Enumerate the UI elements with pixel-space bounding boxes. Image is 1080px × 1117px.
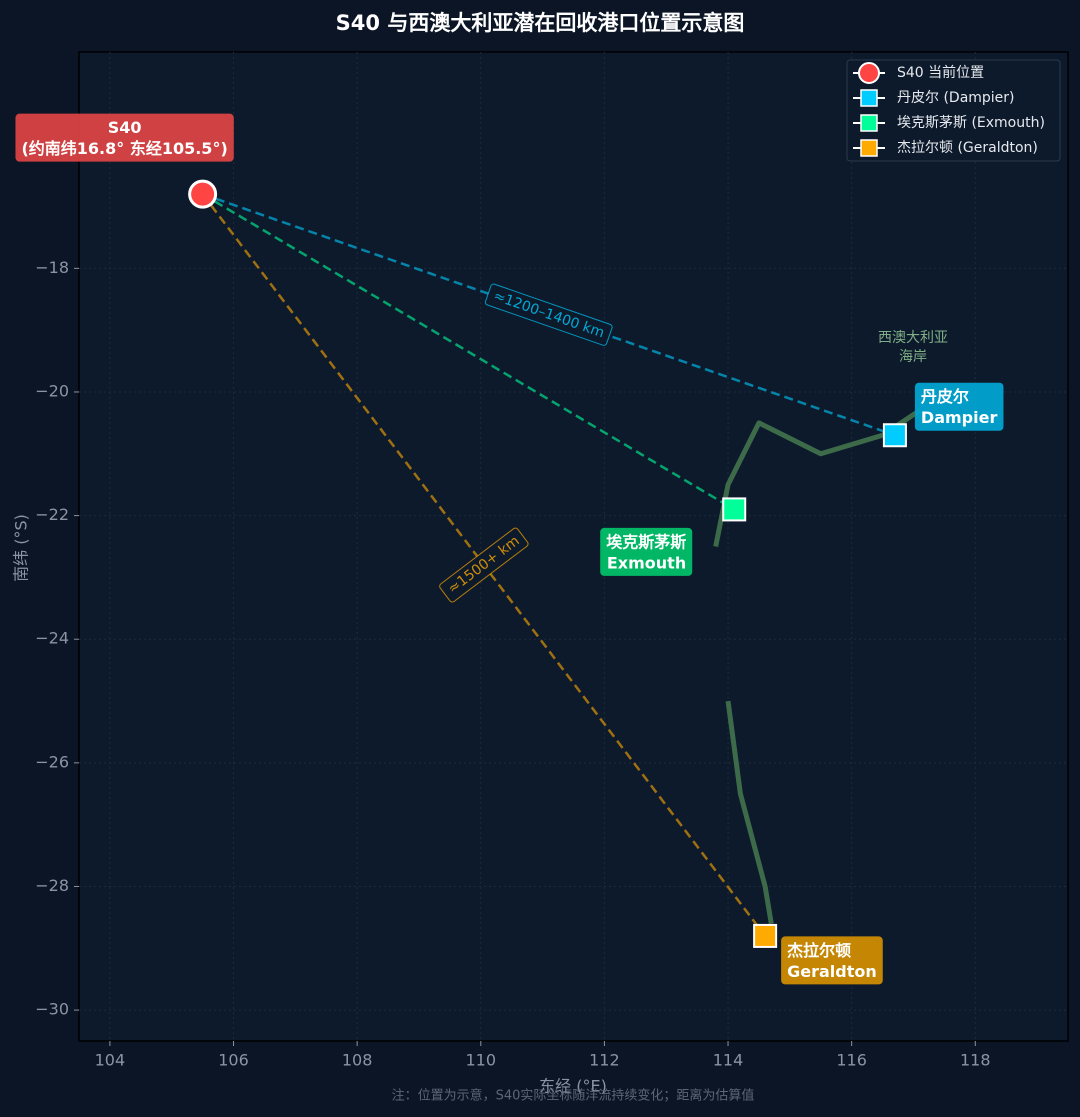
y-tick-label: −26 (35, 752, 69, 771)
x-tick-label: 112 (589, 1051, 620, 1070)
y-tick-label: −28 (35, 876, 69, 895)
coast-label-line: 海岸 (899, 349, 927, 365)
legend-label: 杰拉尔顿 (Geraldton) (897, 140, 1038, 156)
point-label: 埃克斯茅斯 Exmouth (600, 527, 693, 576)
point-label-line: S40 (108, 118, 142, 137)
x-tick-label: 116 (836, 1051, 867, 1070)
coastline (725, 700, 774, 924)
point-label-box (600, 527, 693, 576)
point-label-line: 杰拉尔顿 (787, 940, 851, 959)
footnote: 注：位置为示意，S40实际坐标随洋流持续变化；距离为估算值 (392, 1088, 755, 1104)
x-tick-label: 118 (960, 1051, 991, 1070)
x-tick-label: 106 (218, 1051, 249, 1070)
chart-title: S40 与西澳大利亚潜在回收港口位置示意图 (336, 11, 745, 35)
legend-label: 丹皮尔 (Dampier) (897, 90, 1015, 106)
point-label-line: Dampier (921, 408, 998, 427)
distance-box (439, 527, 529, 603)
coast-label: 西澳大利亚海岸 (878, 330, 948, 365)
legend-box (846, 59, 1061, 162)
y-tick-label: −18 (35, 258, 69, 277)
y-tick-label: −20 (35, 381, 69, 400)
point-label-line: 丹皮尔 (921, 387, 969, 406)
point-label: 杰拉尔顿 Geraldton (781, 936, 883, 985)
y-tick-label: −22 (35, 505, 69, 524)
point-label-text: S40 (约南纬16.8° 东经105.5°) (21, 118, 227, 158)
x-tick-label: 110 (466, 1051, 497, 1070)
point-label-line: Exmouth (607, 553, 686, 572)
point-label: 丹皮尔 Dampier (914, 382, 1004, 431)
distance-box (484, 283, 613, 346)
point (753, 923, 778, 948)
legend-label: S40 当前位置 (897, 64, 984, 81)
point-label-text: 丹皮尔 Dampier (921, 387, 998, 427)
x-tick-label: 104 (95, 1051, 126, 1070)
x-tick-label: 108 (342, 1051, 373, 1070)
legend-marker (860, 114, 878, 132)
point-label: S40 (约南纬16.8° 东经105.5°) (15, 113, 234, 162)
y-axis-label: 南纬 (°S) (12, 514, 31, 582)
axes: 104 106 108 110 112 114 116 118 −18 −20 −22 −24 −26 −… (35, 52, 1068, 1070)
x-tick-label: 114 (713, 1051, 744, 1070)
point-label-text: 杰拉尔顿 Geraldton (787, 940, 877, 980)
legend-marker (860, 139, 878, 157)
legend-label: 埃克斯茅斯 (Exmouth) (897, 115, 1045, 131)
point-label-line: 埃克斯茅斯 (606, 532, 686, 551)
route-line (201, 193, 735, 511)
point-label-text: 埃克斯茅斯 Exmouth (606, 532, 686, 572)
point-label-line: (约南纬16.8° 东经105.5°) (21, 139, 227, 158)
point-label-line: Geraldton (787, 961, 877, 980)
point (188, 179, 218, 209)
y-tick-label: −24 (35, 629, 69, 648)
legend-marker (860, 89, 878, 107)
point (882, 423, 907, 448)
point-label-box (15, 113, 234, 162)
y-tick-label: −30 (35, 1000, 69, 1019)
point-label-box (781, 936, 883, 985)
point-label-box (914, 382, 1004, 431)
coast-label-line: 西澳大利亚 (878, 330, 948, 346)
plot-area (78, 51, 1069, 1042)
x-axis-label: 东经 (°E) (539, 1077, 607, 1096)
legend-marker (858, 62, 880, 84)
point (722, 497, 747, 522)
